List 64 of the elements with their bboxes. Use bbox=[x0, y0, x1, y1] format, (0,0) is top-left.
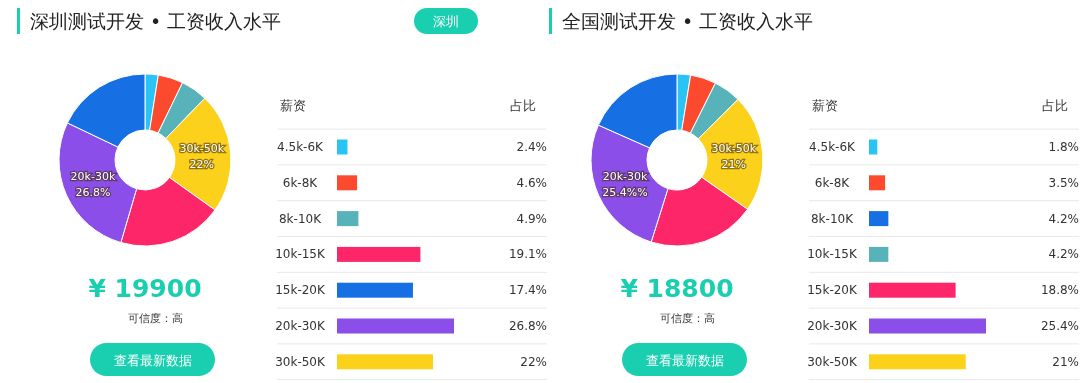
data-label: 1.8% bbox=[1048, 140, 1079, 154]
y-tick-label: 15k-20K bbox=[275, 283, 326, 298]
bar bbox=[337, 354, 434, 370]
data-label: 22% bbox=[189, 157, 214, 171]
bar bbox=[869, 246, 889, 262]
y-tick-label: 10k-15K bbox=[807, 247, 858, 262]
data-label: 4.2% bbox=[1048, 247, 1079, 262]
bar bbox=[869, 318, 986, 334]
y-tick-label: 20k-30K bbox=[807, 319, 858, 333]
data-label: 17.4% bbox=[508, 283, 547, 298]
bar bbox=[337, 318, 454, 334]
data-label: 4.9% bbox=[516, 211, 547, 226]
y-axis-title: 薪资 bbox=[812, 98, 838, 113]
bar bbox=[869, 139, 878, 155]
data-label: 19.1% bbox=[508, 247, 547, 262]
y-tick-label: 20k-30K bbox=[275, 319, 326, 333]
bar bbox=[337, 175, 358, 191]
chart-title: 深圳测试开发 • 工资收入水平 bbox=[30, 10, 282, 32]
slice-label: 20k-30k bbox=[70, 170, 116, 184]
y-tick-label: 6k-8K bbox=[282, 175, 319, 190]
slice-label: 30k-50k bbox=[711, 142, 757, 156]
y-axis-title: 薪资 bbox=[280, 98, 306, 113]
y-tick-label: 30k-50K bbox=[807, 354, 858, 369]
bar bbox=[869, 211, 889, 227]
y-tick-label: 15k-20K bbox=[807, 283, 858, 298]
data-label: 18.8% bbox=[1040, 283, 1079, 298]
y-tick-label: 6k-8K bbox=[814, 175, 851, 190]
bar bbox=[869, 282, 956, 298]
data-label: 26.8% bbox=[75, 186, 111, 200]
y-tick-label: 4.5k-6K bbox=[277, 140, 325, 154]
data-label: 25.4% bbox=[1040, 319, 1079, 333]
y-tick-label: 30k-50K bbox=[275, 354, 326, 369]
bar bbox=[337, 211, 359, 227]
view-data-button: 查看最新数据 bbox=[90, 343, 215, 376]
data-label: 3.5% bbox=[1048, 175, 1079, 190]
chart-title: 全国测试开发 • 工资收入水平 bbox=[562, 10, 814, 32]
slice-label: 20k-30k bbox=[602, 170, 649, 184]
bar bbox=[337, 282, 413, 298]
data-label: 22% bbox=[520, 354, 547, 369]
bar bbox=[337, 139, 348, 155]
y-tick-label: 8k-10K bbox=[810, 211, 855, 226]
data-label: 21% bbox=[721, 158, 747, 172]
bar bbox=[337, 246, 421, 262]
data-label: 26.8% bbox=[508, 319, 547, 333]
text: ¥ 18800 bbox=[620, 274, 734, 303]
data-label: 25.4%% bbox=[602, 186, 648, 200]
city-badge: 深圳 bbox=[414, 8, 478, 34]
x-axis-title: 占比 bbox=[1042, 98, 1068, 113]
y-tick-label: 4.5k-6K bbox=[809, 140, 857, 154]
y-tick-label: 8k-10K bbox=[278, 211, 323, 226]
text: 可信度：高 bbox=[659, 312, 715, 325]
chart-subtitle: 深圳 bbox=[433, 14, 459, 29]
bar bbox=[869, 175, 886, 191]
text: ¥ 19900 bbox=[88, 274, 202, 303]
data-label: 2.4% bbox=[516, 140, 547, 154]
x-axis-title: 占比 bbox=[510, 98, 536, 113]
y-tick-label: 10k-15K bbox=[275, 247, 326, 262]
view-data-button: 查看最新数据 bbox=[622, 343, 747, 376]
text: 可信度：高 bbox=[127, 312, 183, 325]
data-label: 21% bbox=[1052, 354, 1079, 369]
data-label: 4.2% bbox=[1048, 211, 1079, 226]
data-label: 4.6% bbox=[516, 175, 547, 190]
bar bbox=[869, 354, 966, 370]
slice-label: 30k-50k bbox=[179, 141, 225, 155]
